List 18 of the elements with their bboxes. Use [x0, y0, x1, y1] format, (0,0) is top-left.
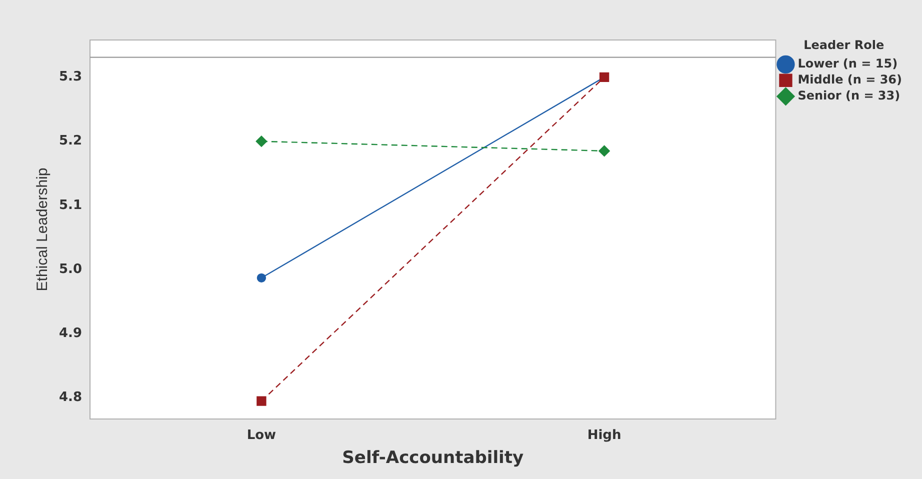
point [256, 136, 268, 147]
y-tick-label: 5.0 [59, 262, 82, 277]
legend-title: Leader Role [804, 38, 884, 52]
legend-label: Senior (n = 33) [798, 88, 900, 103]
x-tick-label: High [587, 428, 622, 444]
y-tick-label: 5.1 [59, 198, 82, 213]
y-tick-label: 5.2 [59, 134, 82, 149]
x-axis-title: Self-Accountability [342, 448, 524, 468]
y-tick-label: 4.9 [59, 326, 82, 342]
legend-label: Middle (n = 36) [798, 72, 902, 87]
x-tick-label: Low [246, 428, 276, 444]
y-tick-label: 4.8 [59, 390, 82, 406]
point [256, 396, 266, 406]
y-axis-title: Ethical Leadership [34, 168, 52, 292]
point [598, 145, 610, 157]
point [256, 273, 266, 283]
y-tick-label: 5.3 [59, 70, 82, 85]
legend-label: Lower (n = 15) [798, 56, 898, 71]
